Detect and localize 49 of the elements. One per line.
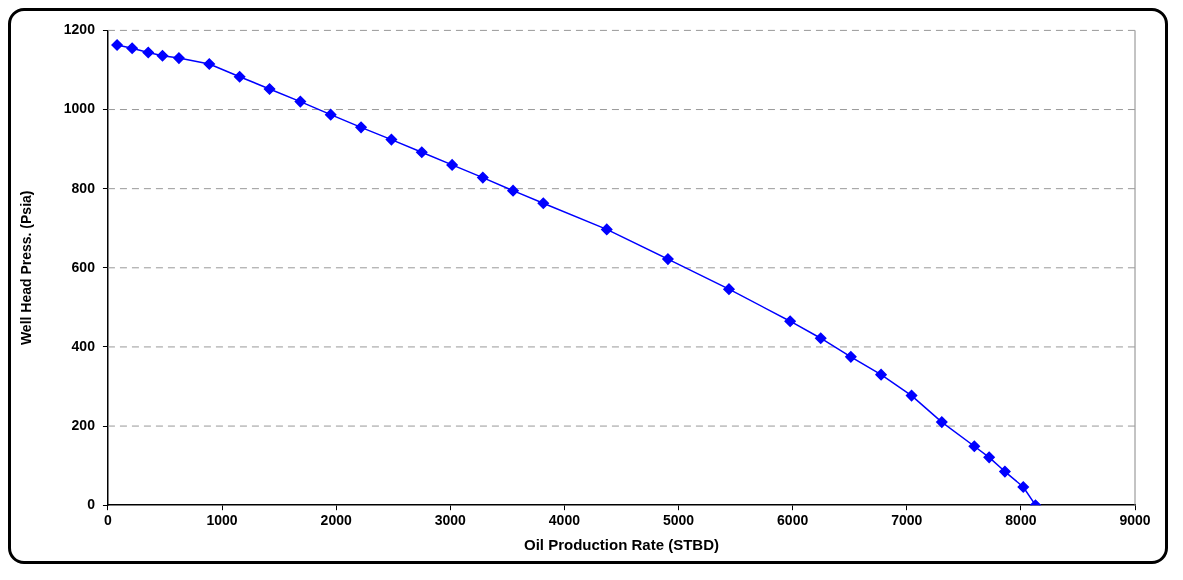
- x-axis-title: Oil Production Rate (STBD): [523, 536, 719, 554]
- y-axis-title: Well Head Press. (Psia): [18, 190, 35, 346]
- y-tick-label: 400: [71, 337, 96, 354]
- point: [662, 253, 674, 265]
- x-tick-label: 1000: [206, 512, 238, 529]
- point: [999, 465, 1011, 478]
- x-tick-label: 5000: [662, 512, 695, 529]
- point: [1017, 481, 1030, 493]
- point: [173, 52, 185, 64]
- y-tick-label: 600: [71, 258, 96, 275]
- point: [263, 83, 276, 95]
- point: [477, 171, 489, 184]
- point: [233, 70, 246, 83]
- point: [936, 416, 948, 428]
- point: [723, 283, 735, 295]
- point: [126, 42, 138, 54]
- x-tick-label: 3000: [434, 512, 467, 529]
- point: [601, 223, 613, 236]
- point: [507, 184, 519, 197]
- point: [537, 197, 550, 210]
- point: [416, 146, 428, 159]
- point: [156, 49, 169, 62]
- point: [905, 389, 918, 402]
- point: [385, 133, 398, 146]
- x-tick-label: 0: [104, 512, 113, 529]
- y-tick-label: 800: [71, 179, 96, 196]
- point: [875, 368, 887, 381]
- point: [324, 108, 337, 121]
- point: [111, 39, 123, 51]
- x-tick-label: 9000: [1119, 512, 1151, 529]
- x-tick-label: 4000: [548, 512, 581, 529]
- x-tick-label: 8000: [1005, 512, 1037, 529]
- point: [446, 159, 458, 171]
- y-tick-label: 1200: [63, 21, 96, 38]
- point: [845, 351, 857, 363]
- point: [983, 451, 995, 464]
- point: [784, 315, 796, 327]
- x-tick-label: 6000: [777, 512, 809, 529]
- point: [142, 46, 154, 59]
- point: [355, 121, 367, 134]
- point: [203, 58, 216, 70]
- y-tick-label: 200: [71, 416, 96, 433]
- point: [294, 95, 307, 108]
- point: [814, 332, 827, 344]
- y-tick-label: 0: [87, 496, 96, 513]
- point: [968, 440, 981, 452]
- y-tick-label: 1000: [63, 100, 96, 117]
- x-tick-label: 7000: [891, 512, 923, 529]
- x-tick-label: 2000: [320, 512, 352, 529]
